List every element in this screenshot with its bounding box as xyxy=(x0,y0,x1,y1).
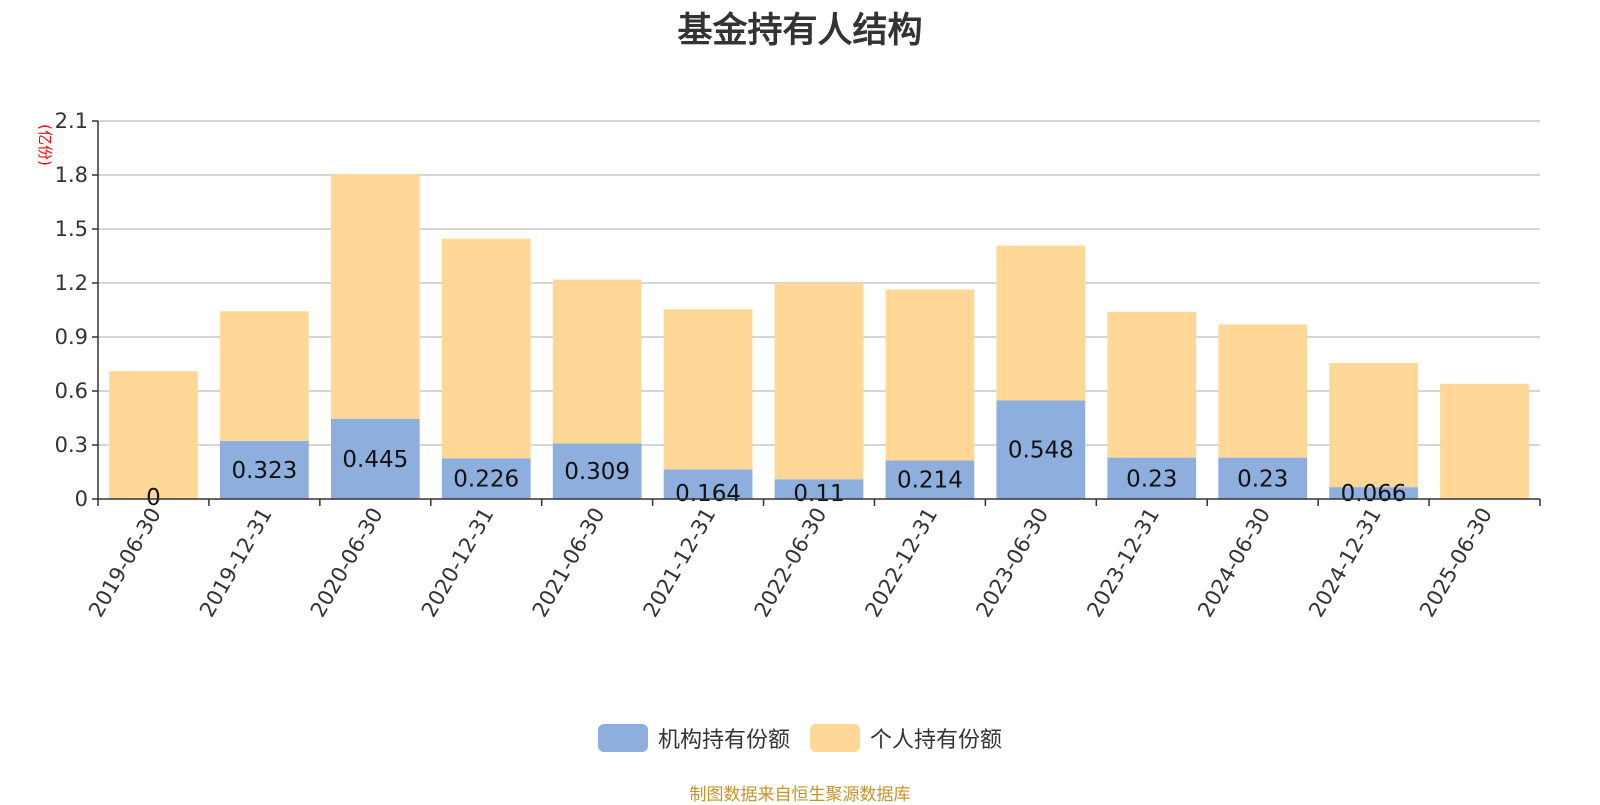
x-tick-label: 2019-06-30 xyxy=(84,504,166,622)
bar-individual xyxy=(1329,362,1418,488)
y-tick-label: 0 xyxy=(75,487,88,511)
bar-individual xyxy=(441,238,531,459)
data-label-institutional: 0.548 xyxy=(1008,438,1074,464)
bar-institutional xyxy=(1218,457,1308,499)
bar-institutional xyxy=(220,440,309,499)
chart-title: 基金持有人结构 xyxy=(677,11,923,51)
y-tick-label: 2.1 xyxy=(55,109,88,133)
bar-institutional xyxy=(885,460,975,499)
legend-item-institutional[interactable]: 机构持有份额 xyxy=(597,722,790,754)
bar-institutional xyxy=(441,458,531,499)
bar-institutional xyxy=(552,443,642,499)
bar-individual xyxy=(1107,311,1197,458)
bar-institutional xyxy=(1329,487,1418,499)
bar-individual xyxy=(663,309,753,470)
bar-individual xyxy=(220,311,309,441)
data-label-institutional: 0.164 xyxy=(675,481,741,507)
data-label-institutional: 0.226 xyxy=(453,467,519,493)
data-label-institutional: 0.11 xyxy=(793,481,844,507)
x-tick-label: 2020-06-30 xyxy=(306,504,388,622)
y-tick-label: 0.3 xyxy=(55,433,88,457)
data-label-institutional: 0.323 xyxy=(231,458,297,484)
data-label-institutional: 0.445 xyxy=(342,447,408,473)
y-tick-label: 1.5 xyxy=(55,217,88,241)
data-label-institutional: 0.066 xyxy=(1341,481,1407,507)
bar-individual xyxy=(109,371,198,499)
y-tick-label: 1.8 xyxy=(55,163,88,187)
bar-institutional xyxy=(330,418,420,499)
y-tick-label: 0.6 xyxy=(55,379,88,403)
x-tick-label: 2020-12-31 xyxy=(417,504,499,622)
bars xyxy=(109,174,1529,499)
bar-individual xyxy=(774,283,864,480)
y-tick-label: 0.9 xyxy=(55,325,88,349)
bar-institutional xyxy=(996,400,1086,499)
x-tick-label: 2022-12-31 xyxy=(860,504,942,622)
legend-swatch-individual xyxy=(810,724,860,752)
x-tick-label: 2019-12-31 xyxy=(195,504,277,622)
x-tick-label: 2023-06-30 xyxy=(971,504,1053,622)
x-tick-label: 2023-12-31 xyxy=(1082,504,1164,622)
x-tick-label: 2024-12-31 xyxy=(1304,504,1386,622)
data-label-institutional: 0.309 xyxy=(564,459,630,485)
legend-item-individual[interactable]: 个人持有份额 xyxy=(810,722,1002,754)
bar-individual xyxy=(330,174,420,419)
data-source-note: 制图数据来自恒生聚源数据库 xyxy=(689,785,911,805)
x-tick-label: 2024-06-30 xyxy=(1193,504,1275,622)
y-tick-label: 1.2 xyxy=(55,271,88,295)
x-tick-label: 2021-12-31 xyxy=(639,504,721,622)
legend-swatch-institutional xyxy=(597,724,648,752)
bar-individual xyxy=(1218,324,1308,458)
bar-individual xyxy=(552,279,642,444)
x-tick-label: 2021-06-30 xyxy=(528,504,610,622)
y-unit-label: (亿份) xyxy=(36,124,54,166)
data-label-institutional: 0.23 xyxy=(1126,466,1177,492)
data-label-institutional: 0.23 xyxy=(1237,466,1288,492)
x-tick-label: 2022-06-30 xyxy=(750,504,832,622)
legend-label-institutional: 机构持有份额 xyxy=(657,728,790,753)
legend-label-individual: 个人持有份额 xyxy=(870,728,1003,753)
legend: 机构持有份额 个人持有份额 xyxy=(0,722,1600,754)
bar-institutional xyxy=(1107,457,1197,499)
bar-institutional xyxy=(774,479,864,499)
x-tick-label: 2025-06-30 xyxy=(1415,504,1497,622)
bar-individual xyxy=(996,245,1086,401)
data-label-institutional: 0 xyxy=(146,485,161,511)
data-label-institutional: 0.214 xyxy=(897,468,963,494)
bar-institutional xyxy=(663,469,753,499)
bar-individual xyxy=(1440,383,1529,499)
data-labels: 0 0.323 0.445 0.226 0.309 0.164 0.11 0.214 0.548… xyxy=(146,438,1406,511)
bar-individual xyxy=(885,289,975,461)
